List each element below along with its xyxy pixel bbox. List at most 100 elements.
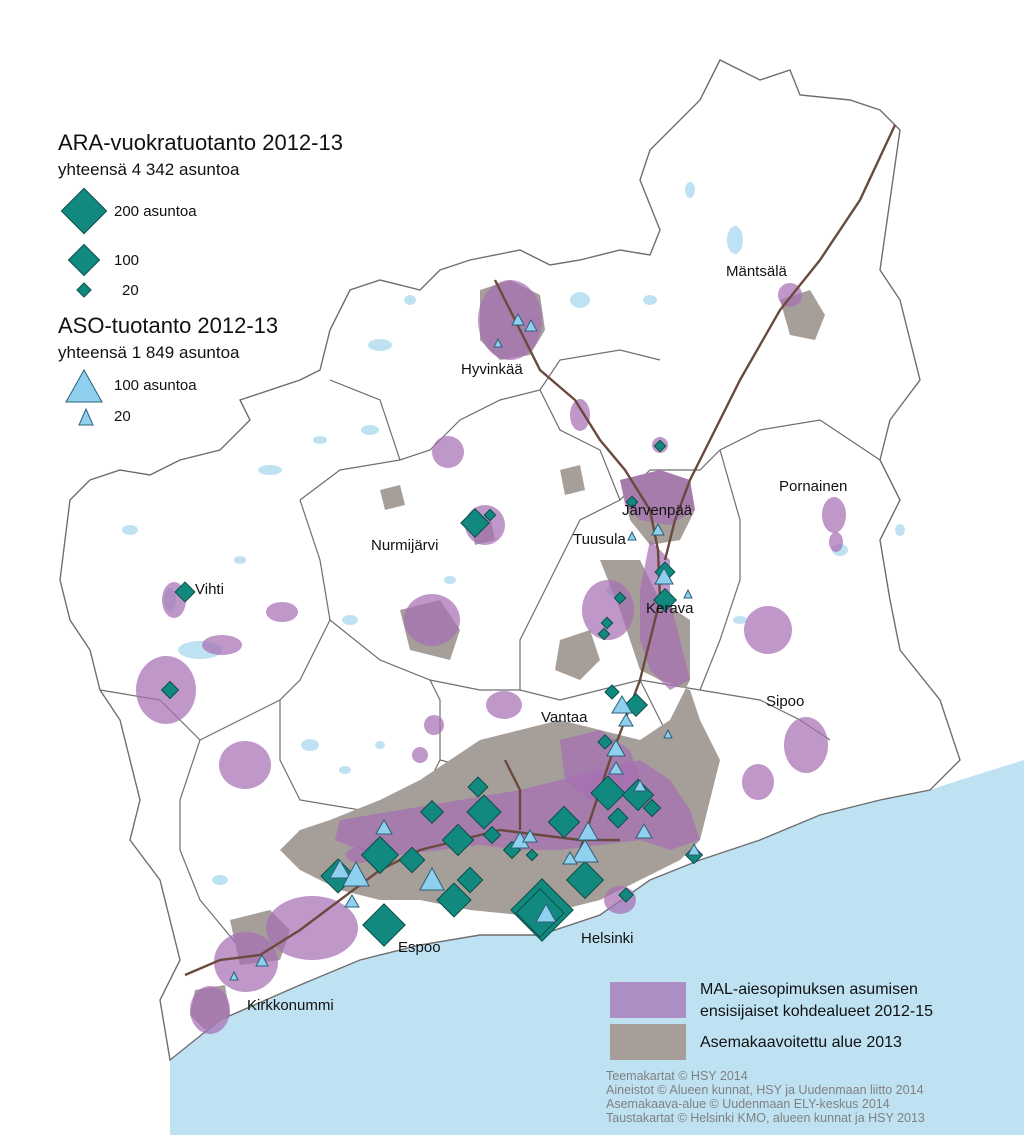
ara-marker [515, 888, 565, 938]
ara-marker [625, 495, 639, 509]
ara-marker [360, 835, 400, 875]
ara-marker [398, 846, 426, 874]
aso-marker [577, 820, 599, 841]
aso-marker [511, 312, 525, 326]
ara-legend-total: yhteensä 4 342 asuntoa [58, 160, 240, 179]
ara-marker [419, 799, 445, 825]
ara-marker [607, 807, 629, 829]
legend-symbols [60, 187, 686, 1060]
ara-marker [604, 684, 620, 700]
aso-marker [535, 902, 557, 923]
legend-aso-100-symbol [65, 368, 103, 403]
ara-marker [174, 581, 196, 603]
ara-marker [653, 439, 667, 453]
legend-ara-200-symbol [60, 187, 108, 235]
aso-marker [522, 829, 538, 843]
ara-marker [600, 616, 614, 630]
key-mal-label-line2: ensisijaiset kohdealueet 2012-15 [700, 1003, 934, 1020]
aso-marker [419, 866, 445, 891]
ara-marker [597, 734, 613, 750]
aso-marker [618, 713, 634, 727]
aso-marker [663, 728, 673, 739]
aso-marker [344, 894, 360, 908]
ara-marker [525, 848, 539, 862]
ara-marker [456, 866, 484, 894]
key-mal-label-line1: MAL-aiesopimuksen asumisen [700, 981, 918, 998]
ara-marker [460, 508, 490, 538]
ara-legend-200: 200 asuntoa [114, 203, 197, 220]
aso-marker [493, 337, 503, 348]
ara-marker [652, 587, 678, 613]
aso-marker [608, 761, 624, 775]
ara-marker [362, 903, 406, 947]
aso-marker [683, 588, 693, 599]
ara-marker [466, 794, 502, 830]
aso-marker [687, 842, 701, 856]
place-label-espoo: Espoo [398, 939, 441, 956]
aso-marker [375, 818, 393, 835]
ara-marker [590, 775, 626, 811]
ara-marker [483, 508, 497, 522]
aso-marker [571, 839, 599, 863]
region-land [59, 59, 961, 1062]
ara-marker [597, 627, 611, 641]
place-label-helsinki: Helsinki [581, 930, 634, 947]
place-label-tuusula: Tuusula [573, 531, 626, 548]
ara-markers [160, 439, 704, 947]
key-mal-swatch [610, 982, 686, 1018]
place-label-jarvenpaa: Järvenpää [622, 502, 693, 519]
legend-ara-100-symbol [67, 243, 101, 277]
ara-marker [642, 798, 662, 818]
key-zoned-label: Asemakaavoitettu alue 2013 [700, 1034, 902, 1051]
ara-legend-100: 100 [114, 252, 140, 269]
ara-marker [160, 680, 180, 700]
place-label-hyvinkaa: Hyvinkää [461, 361, 523, 378]
credit-line: Asemakaava-alue © Uudenmaan ELY-keskus 2… [606, 1097, 890, 1111]
ara-marker [613, 591, 627, 605]
ara-marker [565, 860, 605, 900]
aso-marker [255, 953, 269, 967]
credit-line: Aineistot © Alueen kunnat, HSY ja Uudenm… [606, 1083, 924, 1097]
ara-marker [482, 825, 502, 845]
place-label-pornainen: Pornainen [779, 478, 848, 495]
ara-marker [547, 805, 581, 839]
aso-legend-title: ASO-tuotanto 2012-13 [58, 313, 279, 338]
place-label-mantsala: Mäntsälä [726, 263, 787, 280]
place-label-vantaa: Vantaa [541, 709, 588, 726]
legend-ara-20-symbol [76, 282, 92, 298]
aso-markers [229, 312, 701, 981]
aso-marker [611, 695, 633, 714]
ara-marker [441, 823, 475, 857]
aso-legend-total: yhteensä 1 849 asuntoa [58, 343, 240, 362]
aso-legend-100: 100 asuntoa [114, 377, 197, 394]
aso-marker [562, 851, 578, 865]
aso-marker [342, 860, 370, 887]
place-label-kerava: Kerava [646, 600, 694, 617]
place-label-kirkkonummi: Kirkkonummi [247, 997, 334, 1014]
ara-marker [467, 776, 489, 798]
aso-marker [654, 566, 674, 585]
ara-marker [621, 778, 655, 812]
place-label-vihti: Vihti [195, 581, 224, 598]
ara-legend-title: ARA-vuokratuotanto 2012-13 [58, 130, 343, 155]
aso-marker [606, 738, 626, 757]
credit-line: Teemakartat © HSY 2014 [606, 1069, 748, 1083]
aso-marker [229, 970, 239, 981]
ara-marker [436, 882, 472, 918]
place-label-sipoo: Sipoo [766, 693, 805, 710]
legend-aso-20-symbol [78, 407, 94, 426]
ara-marker [618, 887, 634, 903]
place-label-nurmijarvi: Nurmijärvi [371, 537, 439, 554]
map-credits: Teemakartat © HSY 2014 Aineistot © Aluee… [606, 1069, 925, 1125]
aso-marker [524, 318, 538, 332]
key-zoned-swatch [610, 1024, 686, 1060]
ara-legend-20: 20 [122, 282, 139, 299]
credit-line: Taustakartat © Helsinki KMO, alueen kunn… [606, 1111, 925, 1125]
aso-marker [635, 822, 653, 839]
aso-marker [651, 522, 665, 536]
aso-marker [329, 858, 351, 879]
aso-marker [627, 530, 637, 541]
aso-marker [633, 778, 647, 792]
sea-area [170, 760, 1024, 1135]
